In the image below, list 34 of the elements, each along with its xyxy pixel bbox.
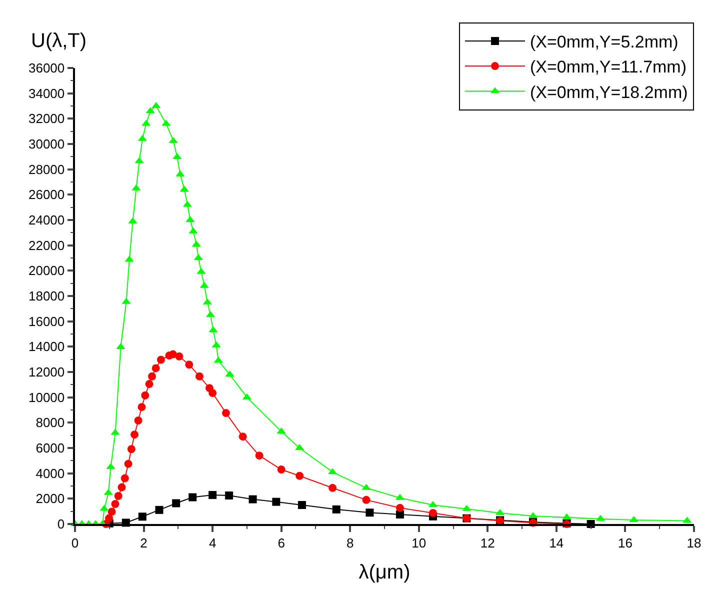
x-tick-label: 6	[278, 535, 285, 550]
y-axis-title: U(λ,T)	[31, 30, 87, 52]
y-tick-label: 12000	[28, 364, 65, 380]
x-tick-label: 18	[686, 535, 702, 550]
y-tick-label: 16000	[28, 314, 65, 329]
y-tick-label: 26000	[28, 187, 65, 202]
y-tick-label: 22000	[28, 238, 65, 253]
y-tick-label: 18000	[28, 288, 65, 304]
y-tick-label: 34000	[28, 86, 65, 101]
y-tick-label: 32000	[28, 111, 65, 126]
x-tick-label: 4	[208, 535, 216, 550]
y-tick-label: 4000	[36, 466, 65, 481]
x-tick-label: 16	[618, 535, 632, 550]
x-tick-label: 8	[346, 535, 354, 550]
y-tick-label: 28000	[28, 162, 65, 177]
y-tick-label: 30000	[28, 136, 65, 152]
x-tick-label: 0	[71, 535, 79, 550]
y-tick-label: 2000	[36, 491, 65, 506]
y-tick-label: 36000	[28, 60, 65, 76]
y-tick-label: 20000	[28, 263, 65, 278]
legend-label: (X=0mm,Y=11.7mm)	[530, 58, 687, 77]
x-tick-label: 10	[412, 535, 426, 550]
x-axis-title: λ(μm)	[358, 561, 410, 584]
y-tick-label: 0	[57, 516, 65, 532]
y-tick-label: 6000	[36, 440, 65, 456]
x-tick-label: 12	[480, 535, 495, 550]
y-tick-label: 14000	[28, 339, 65, 354]
y-tick-label: 10000	[28, 390, 65, 405]
y-tick-label: 24000	[28, 212, 65, 228]
legend-label: (X=0mm,Y=18.2mm)	[530, 82, 688, 102]
x-tick-label: 14	[549, 535, 564, 550]
legend-label: (X=0mm,Y=5.2mm)	[530, 32, 678, 52]
x-tick-label: 2	[140, 535, 148, 550]
y-tick-label: 8000	[36, 415, 65, 430]
